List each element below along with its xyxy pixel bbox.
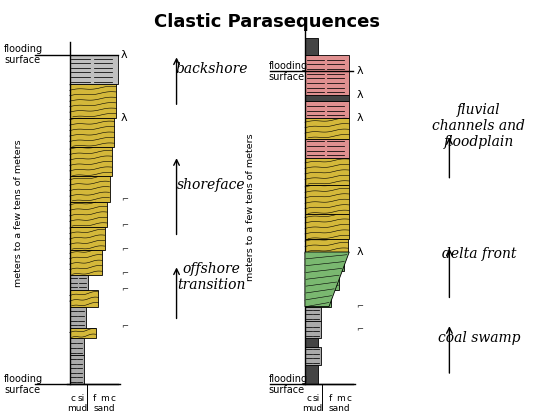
Text: λ: λ [121,50,127,60]
Bar [70,202,107,227]
Text: si: si [313,394,320,402]
Bar [70,118,114,147]
Text: λ: λ [121,113,127,123]
Text: offshore
transition: offshore transition [177,262,246,292]
Text: fluvial
channels and
floodplain: fluvial channels and floodplain [432,103,525,149]
Bar [70,147,112,176]
Bar [305,101,349,118]
Text: m: m [336,394,345,402]
Text: sand: sand [93,404,115,413]
Text: flooding
surface: flooding surface [269,373,308,395]
Bar [70,338,84,355]
Text: flooding
surface: flooding surface [269,60,308,82]
Bar [70,328,96,338]
Bar [70,307,87,328]
Text: λ: λ [356,89,363,100]
Text: Clastic Parasequences: Clastic Parasequences [155,13,380,32]
Text: λ: λ [356,113,363,123]
Text: ⌐: ⌐ [121,285,128,294]
Text: m: m [101,394,109,402]
Bar [305,94,349,101]
Bar [305,38,318,55]
Text: f: f [93,394,96,402]
Text: λ: λ [356,66,363,76]
Bar [70,355,84,384]
Text: backshore: backshore [175,62,248,76]
Bar [305,239,348,252]
Text: mud: mud [67,404,87,413]
Bar [305,214,349,239]
Bar [70,250,102,275]
Text: flooding
surface: flooding surface [4,373,43,395]
Text: ⌐: ⌐ [356,302,363,311]
Bar [305,71,349,94]
Bar [305,158,349,185]
Text: ⌐: ⌐ [121,245,128,255]
Bar [305,252,345,271]
Bar [305,307,322,321]
Text: shoreface: shoreface [177,178,246,192]
Bar [70,227,105,250]
Text: meters to a few tens of meters: meters to a few tens of meters [246,133,255,281]
Text: delta front: delta front [441,247,516,261]
Bar [305,290,332,307]
Bar [305,346,322,365]
Bar [305,185,349,214]
Bar [305,139,349,158]
Bar [305,55,349,71]
Bar [70,84,116,118]
Text: meters to a few tens of meters: meters to a few tens of meters [14,139,23,287]
Bar [70,176,110,202]
Text: flooding
surface: flooding surface [4,44,43,66]
Bar [70,275,88,290]
Text: c: c [346,394,351,402]
Bar [305,321,322,338]
Text: f: f [328,394,332,402]
Bar [70,290,98,307]
Text: c: c [71,394,76,402]
Text: ⌐: ⌐ [356,325,363,334]
Polygon shape [305,252,349,307]
Bar [305,118,349,139]
Text: sand: sand [328,404,350,413]
Text: ⌐: ⌐ [121,221,128,230]
Bar [305,365,318,384]
Bar [305,271,339,290]
Text: c: c [111,394,116,402]
Text: ⌐: ⌐ [121,196,128,205]
Text: ⌐: ⌐ [121,269,128,278]
Text: ⌐: ⌐ [121,322,128,331]
Text: mud: mud [302,404,323,413]
Bar [305,338,318,346]
Text: si: si [78,394,85,402]
Text: c: c [307,394,311,402]
Bar [70,55,118,84]
Text: λ: λ [356,247,363,257]
Text: coal swamp: coal swamp [438,331,520,345]
